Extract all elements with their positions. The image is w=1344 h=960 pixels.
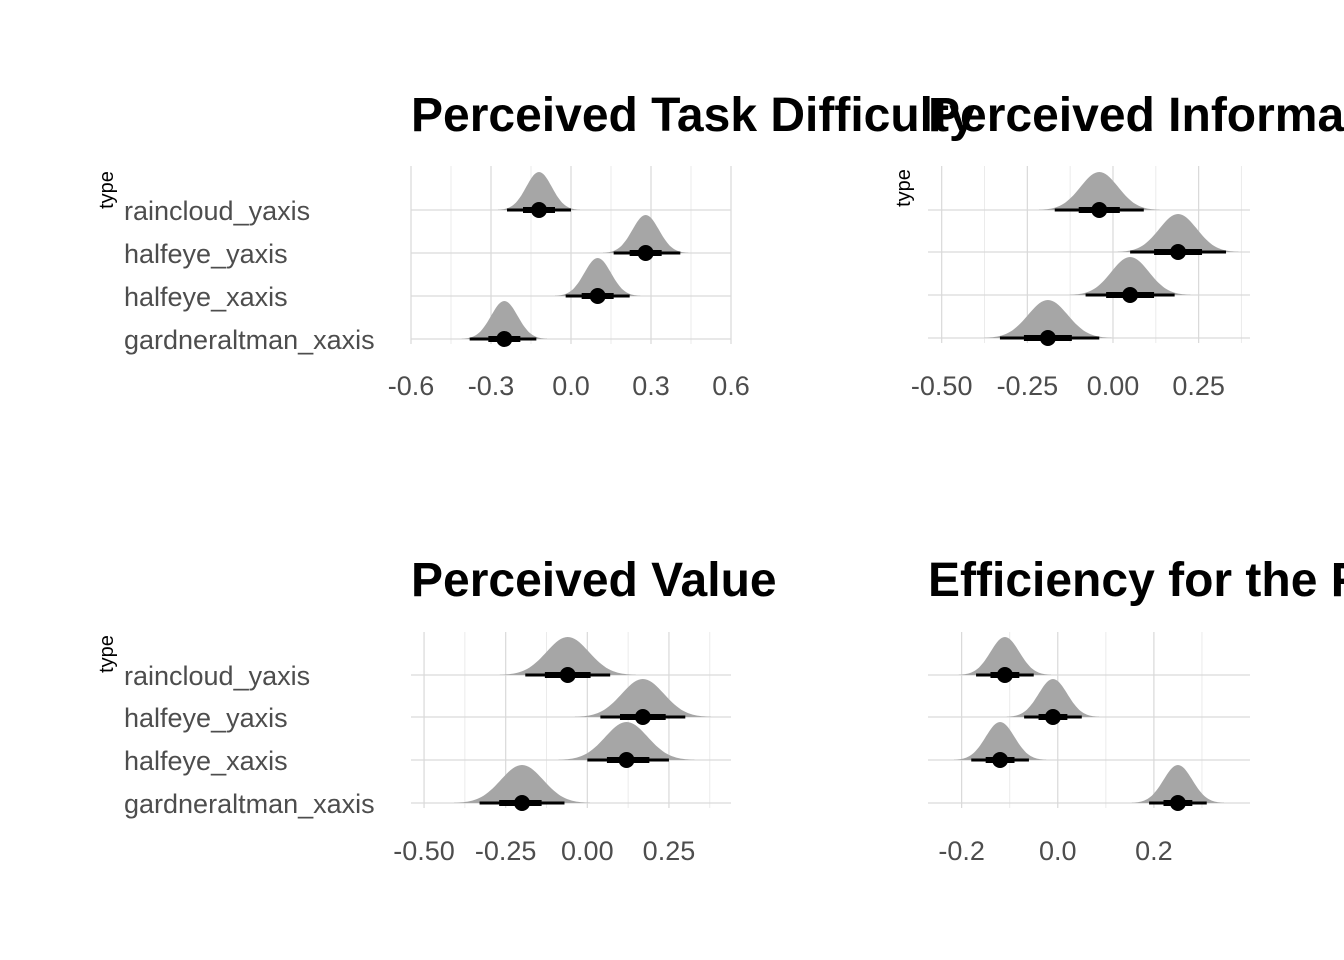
x-tick-label: -0.25 <box>997 371 1059 401</box>
x-tick-label: 0.00 <box>561 836 614 866</box>
category-label: halfeye_xaxis <box>124 282 288 312</box>
median-point <box>531 202 547 218</box>
category-label: raincloud_yaxis <box>124 661 310 691</box>
category-label: gardneraltman_xaxis <box>124 325 375 355</box>
x-tick-label: -0.25 <box>475 836 537 866</box>
median-point <box>1039 330 1056 346</box>
halfeye-mark <box>555 258 641 304</box>
density-slab <box>454 765 590 803</box>
panel-4: Efficiency for the F -0.2 0.0 0.2 <box>928 554 1344 866</box>
median-point <box>1122 287 1139 303</box>
median-point <box>514 795 531 811</box>
median-point <box>1091 202 1108 218</box>
density-slab <box>498 172 580 210</box>
median-point <box>637 245 654 261</box>
density-slab <box>574 679 711 717</box>
density-slab <box>558 722 695 760</box>
halfeye-mark <box>954 722 1047 768</box>
median-point <box>634 709 651 725</box>
x-tick-label: -0.6 <box>388 371 435 401</box>
density-slab <box>1117 214 1239 252</box>
x-tick-label: -0.50 <box>393 836 455 866</box>
x-tick-label: -0.50 <box>911 371 973 401</box>
grid <box>410 166 732 344</box>
category-label: halfeye_xaxis <box>124 746 288 776</box>
halfeye-mark <box>1006 679 1100 725</box>
density-slab <box>555 258 641 296</box>
category-label: gardneraltman_xaxis <box>124 789 375 819</box>
x-tick-label: 0.0 <box>1039 836 1077 866</box>
category-label: raincloud_yaxis <box>124 196 310 226</box>
median-point <box>1170 244 1187 260</box>
density-slab <box>1039 172 1160 210</box>
density-slab <box>1131 765 1224 803</box>
halfeye-mark <box>498 172 580 218</box>
panel-1: Perceived Task Difficulty type raincloud_y… <box>96 89 976 401</box>
x-tick-label: -0.2 <box>938 836 985 866</box>
category-label: halfeye_yaxis <box>124 703 288 733</box>
panel-title: Perceived Task Difficulty <box>411 89 976 142</box>
density-slab <box>984 300 1112 338</box>
density-slab <box>603 215 689 253</box>
halfeye-mark <box>558 722 695 768</box>
density-slab <box>1069 257 1191 295</box>
halfeye-mark <box>984 300 1112 346</box>
median-point <box>1169 795 1186 811</box>
panel-title: Perceived Informa <box>928 89 1344 142</box>
panel-2: Perceived Informa type -0.50 -0.25 0.00 0.25 <box>893 89 1344 401</box>
halfeye-mark <box>574 679 711 725</box>
median-point <box>996 667 1013 683</box>
x-tick-label: -0.3 <box>468 371 515 401</box>
panel-title: Efficiency for the F <box>928 554 1344 607</box>
density-slab <box>461 301 547 339</box>
median-point <box>496 331 513 347</box>
median-point <box>1044 709 1061 725</box>
halfeye-mark <box>1069 257 1191 303</box>
median-point <box>559 667 576 683</box>
median-point <box>992 752 1009 768</box>
halfeye-mark <box>461 301 547 347</box>
density-slab <box>954 722 1047 760</box>
halfeye-mark <box>958 637 1051 683</box>
density-slab <box>499 637 636 675</box>
panel-title: Perceived Value <box>411 554 777 607</box>
y-axis-title: type <box>893 169 915 207</box>
density-slab <box>1006 679 1100 717</box>
halfeye-mark <box>1039 172 1160 218</box>
x-tick-label: 0.0 <box>552 371 590 401</box>
halfeye-mark <box>1117 214 1239 260</box>
panel-3: Perceived Value type raincloud_yaxishalfey… <box>96 554 777 866</box>
halfeye-mark <box>454 765 590 811</box>
x-tick-label: 0.2 <box>1135 836 1173 866</box>
x-tick-label: 0.00 <box>1087 371 1140 401</box>
x-tick-label: 0.6 <box>712 371 750 401</box>
grid <box>928 632 1250 808</box>
density-slab <box>958 637 1051 675</box>
y-axis-title: type <box>96 171 118 209</box>
halfeye-mark <box>499 637 636 683</box>
halfeye-mark <box>603 215 689 261</box>
x-tick-label: 0.25 <box>643 836 696 866</box>
x-tick-label: 0.3 <box>632 371 670 401</box>
median-point <box>618 752 635 768</box>
y-axis-title: type <box>96 635 118 673</box>
x-tick-label: 0.25 <box>1172 371 1225 401</box>
halfeye-mark <box>1131 765 1224 811</box>
median-point <box>589 288 606 304</box>
category-label: halfeye_yaxis <box>124 239 288 269</box>
